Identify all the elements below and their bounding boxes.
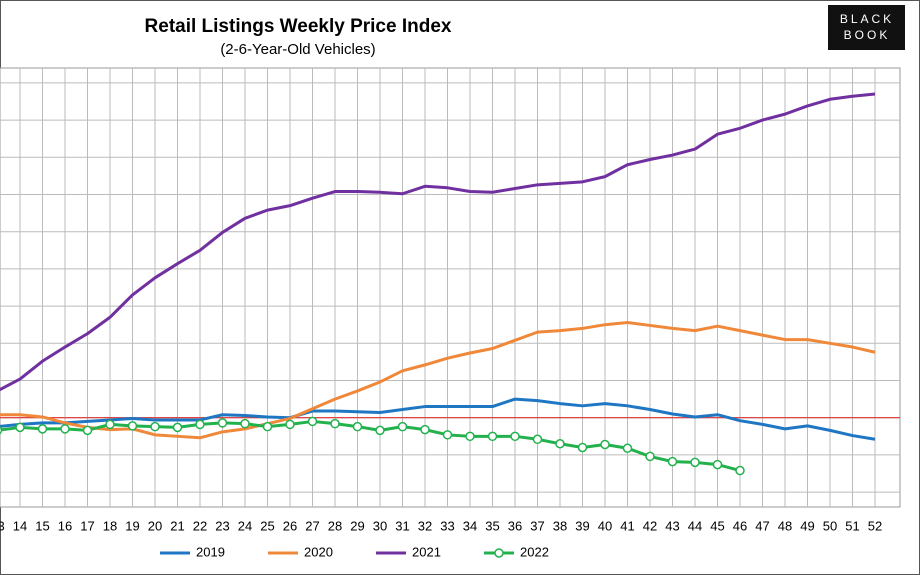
point-marker [442,430,453,440]
x-tick-label: 42 [643,518,657,533]
chart-subtitle: (2-6-Year-Old Vehicles) [220,41,375,58]
point-marker [712,459,723,470]
chart-title: Retail Listings Weekly Price Index [145,16,452,37]
x-tick-label: 35 [485,518,499,533]
x-tick-label: 33 [440,518,454,533]
x-tick-label: 23 [215,518,229,533]
point-marker [105,419,115,430]
x-tick-label: 17 [80,518,94,533]
series-line [0,92,876,392]
x-tick-label: 20 [148,518,162,533]
x-tick-label: 22 [193,518,207,533]
point-marker [375,425,385,436]
series-line [0,397,876,441]
x-tick-label: 19 [125,518,139,533]
point-marker [532,434,543,445]
x-tick-label: 24 [238,518,252,533]
x-tick-label: 50 [823,518,837,533]
x-tick-label: 18 [103,518,117,533]
point-marker [0,426,3,435]
point-marker [82,425,93,436]
point-marker [285,419,295,430]
x-tick-label: 49 [800,518,814,533]
point-marker [172,422,183,433]
point-marker [60,424,70,434]
point-marker [420,424,430,435]
x-tick-label: 14 [13,518,27,533]
x-tick-label: 28 [328,518,342,533]
series-line [0,419,741,472]
logo-text: BOOK [844,28,891,42]
x-tick-label: 29 [350,518,364,533]
x-tick-label: 41 [620,518,634,533]
x-tick-label: 39 [575,518,589,533]
x-tick-label: 45 [710,518,724,533]
point-marker [645,451,655,462]
series-line [0,320,876,440]
plot-area [0,67,901,508]
point-marker [577,442,588,453]
x-tick-label: 26 [283,518,297,533]
legend-label: 2021 [412,544,441,559]
legend-label: 2020 [304,544,333,559]
x-tick-label: 52 [868,518,882,533]
x-tick-label: 30 [373,518,387,533]
point-marker [195,419,205,430]
x-tick-label: 31 [395,518,409,533]
x-tick-label: 15 [35,518,49,533]
x-tick-label: 13 [0,518,5,533]
point-marker [240,418,250,429]
point-marker [352,421,363,432]
x-tick-label: 32 [418,518,432,533]
x-tick-label: 25 [260,518,274,533]
x-tick-label: 46 [733,518,747,533]
legend-label: 2022 [520,544,549,559]
x-tick-label: 38 [553,518,567,533]
point-marker [330,418,340,429]
point-marker [622,443,633,453]
point-marker [150,421,160,432]
x-tick-label: 48 [778,518,792,533]
x-tick-label: 47 [755,518,769,533]
point-marker [510,431,520,442]
x-tick-label: 34 [463,518,477,533]
legend-marker [494,548,504,558]
x-tick-label: 36 [508,518,522,533]
point-marker [690,457,700,468]
point-marker [37,424,48,434]
point-marker [127,421,138,431]
point-marker [487,431,498,442]
x-tick-label: 43 [665,518,679,533]
x-tick-label: 16 [58,518,72,533]
point-marker [465,431,475,442]
point-marker [262,421,273,432]
point-marker [15,422,25,433]
point-marker [307,416,318,427]
point-marker [600,439,610,450]
point-marker [555,439,565,449]
x-tick-label: 27 [305,518,319,533]
point-marker [397,421,408,432]
point-marker [217,418,228,428]
x-tick-label: 37 [530,518,544,533]
logo [828,5,905,50]
x-tick-label: 21 [170,518,184,533]
point-marker [667,456,678,467]
legend-label: 2019 [196,544,225,559]
x-tick-label: 44 [688,518,702,533]
logo-text: BLACK [840,12,894,26]
x-tick-label: 40 [598,518,612,533]
point-marker [735,465,745,476]
x-tick-label: 51 [845,518,859,533]
